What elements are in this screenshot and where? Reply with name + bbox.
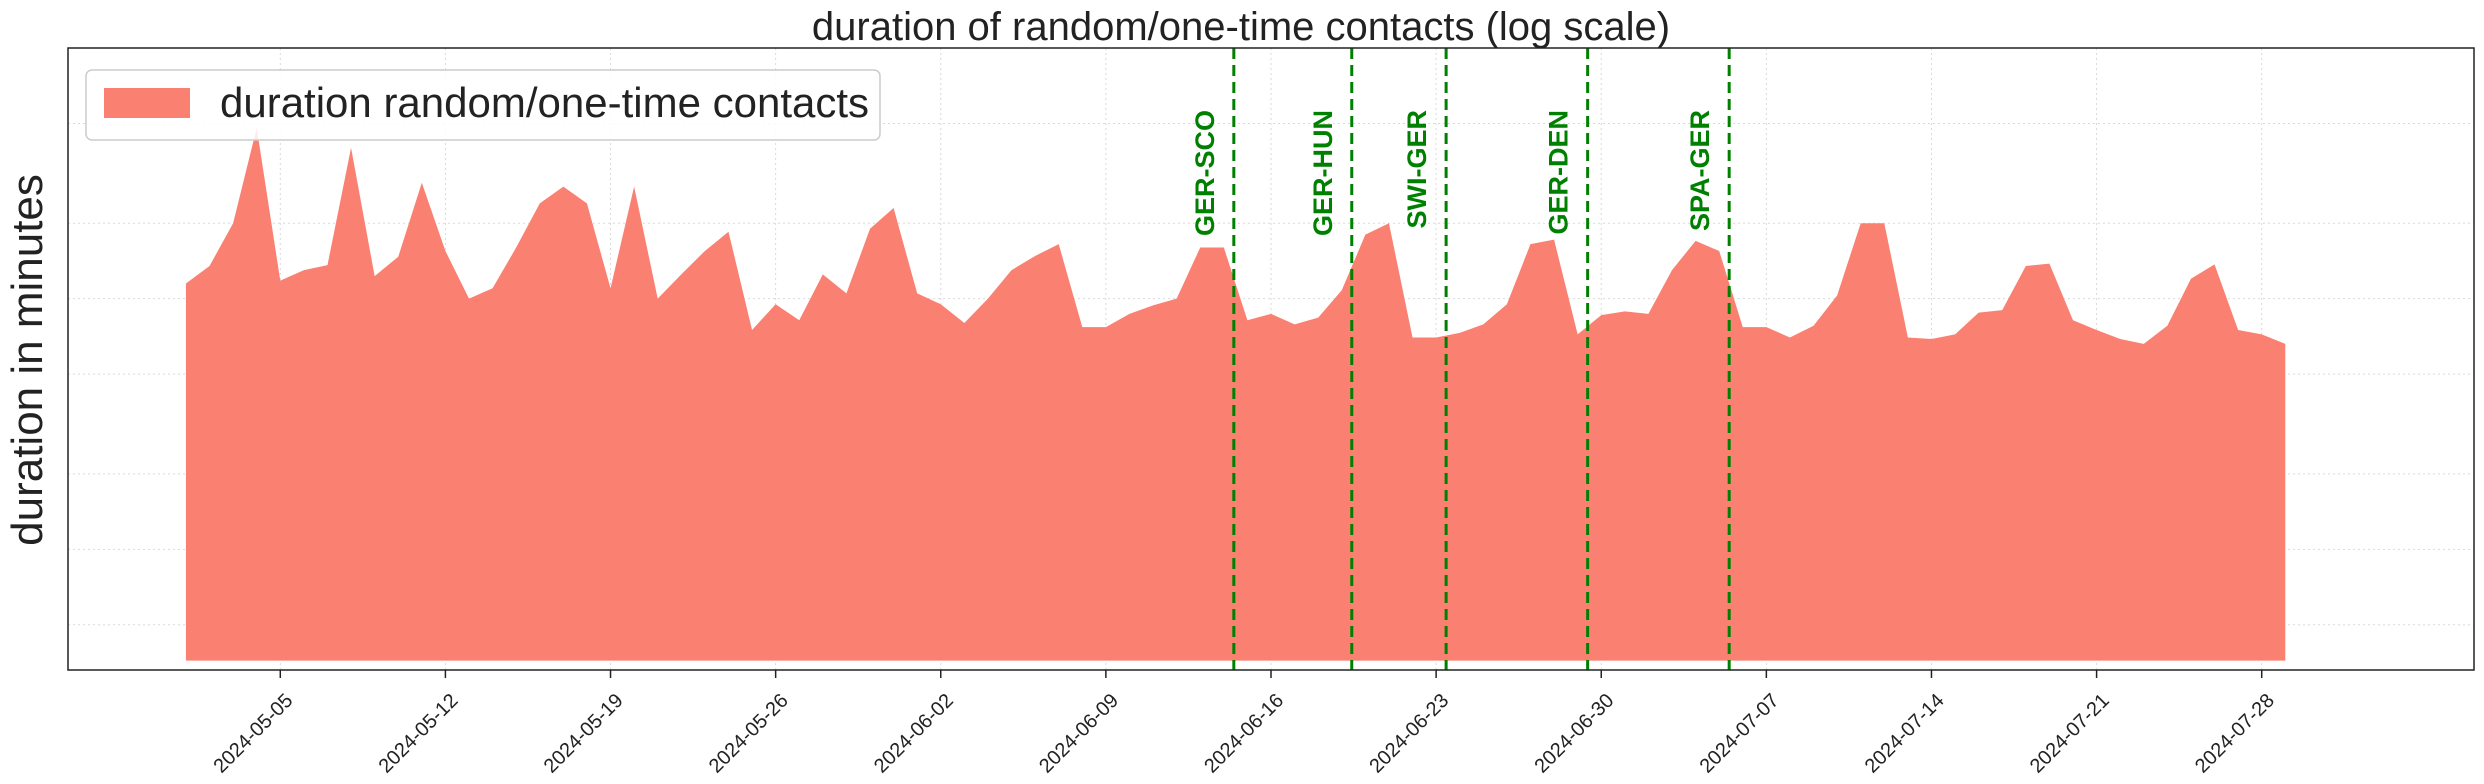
area-series <box>185 127 2286 661</box>
event-label: GER-DEN <box>1544 110 1574 235</box>
event-label: GER-SCO <box>1190 110 1220 236</box>
series-area <box>185 127 2286 661</box>
event-markers: GER-SCO GER-HUN SWI-GER GER-DEN SPA-GER <box>1190 48 1731 670</box>
chart-title: duration of random/one-time contacts (lo… <box>812 5 1670 49</box>
event-label: SWI-GER <box>1402 110 1432 229</box>
legend-box <box>85 69 881 141</box>
y-axis-label: duration in minutes <box>3 174 52 546</box>
legend-label: duration random/one-time contacts <box>220 79 869 126</box>
legend-swatch <box>104 88 190 118</box>
event-label: GER-HUN <box>1308 110 1338 236</box>
plot-frame <box>67 47 2475 671</box>
event-label: SPA-GER <box>1685 110 1715 231</box>
legend: duration random/one-time contacts <box>85 69 881 141</box>
